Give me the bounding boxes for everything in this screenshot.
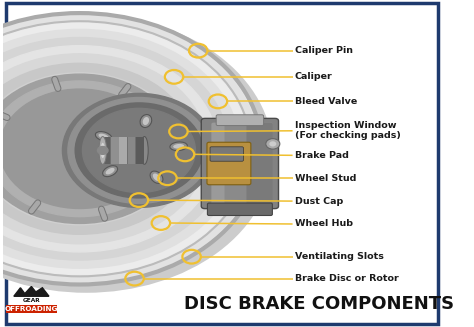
Ellipse shape (95, 131, 112, 141)
FancyBboxPatch shape (246, 123, 273, 204)
Circle shape (0, 38, 229, 260)
Circle shape (75, 103, 203, 198)
Circle shape (0, 29, 240, 268)
FancyBboxPatch shape (225, 123, 273, 204)
Ellipse shape (173, 144, 184, 148)
Circle shape (0, 23, 249, 275)
Circle shape (63, 94, 216, 207)
Polygon shape (14, 286, 49, 296)
FancyBboxPatch shape (211, 123, 273, 204)
Bar (136, 137, 144, 164)
Ellipse shape (143, 117, 149, 125)
Circle shape (0, 54, 207, 244)
FancyBboxPatch shape (208, 203, 273, 215)
Ellipse shape (150, 171, 163, 183)
Text: Bleed Valve: Bleed Valve (295, 97, 357, 106)
Bar (119, 137, 127, 164)
Circle shape (0, 16, 258, 282)
Text: Wheel Hub: Wheel Hub (295, 219, 353, 229)
Ellipse shape (170, 142, 187, 150)
Text: Wheel Stud: Wheel Stud (295, 174, 356, 183)
Ellipse shape (103, 166, 118, 177)
Ellipse shape (141, 137, 148, 164)
Circle shape (0, 63, 194, 234)
Text: GEAR: GEAR (23, 298, 40, 303)
Circle shape (98, 146, 108, 154)
Text: Dust Cap: Dust Cap (295, 197, 343, 206)
Bar (111, 137, 118, 164)
Bar (103, 137, 110, 164)
FancyBboxPatch shape (6, 305, 57, 313)
Text: Caliper: Caliper (295, 72, 332, 81)
Bar (103, 137, 145, 164)
Ellipse shape (140, 114, 152, 128)
FancyBboxPatch shape (207, 142, 251, 185)
Text: Caliper Pin: Caliper Pin (295, 46, 353, 55)
Ellipse shape (99, 134, 109, 139)
Circle shape (0, 13, 262, 284)
Circle shape (266, 139, 280, 149)
Circle shape (68, 97, 210, 203)
Text: OFFROADING: OFFROADING (5, 306, 58, 312)
Text: Inspection Window
(For checking pads): Inspection Window (For checking pads) (295, 121, 401, 141)
Circle shape (0, 74, 180, 223)
Circle shape (0, 89, 160, 209)
Ellipse shape (106, 168, 115, 174)
FancyBboxPatch shape (216, 115, 264, 126)
Text: DISC BRAKE COMPONENTS: DISC BRAKE COMPONENTS (184, 295, 454, 313)
Circle shape (0, 81, 171, 216)
FancyBboxPatch shape (6, 3, 438, 324)
Ellipse shape (100, 143, 105, 158)
Circle shape (269, 141, 276, 146)
Text: Ventilating Slots: Ventilating Slots (295, 252, 383, 261)
Ellipse shape (153, 173, 160, 181)
Text: Brake Disc or Rotor: Brake Disc or Rotor (295, 274, 399, 283)
FancyBboxPatch shape (201, 118, 279, 209)
Ellipse shape (0, 15, 273, 293)
Circle shape (0, 73, 182, 225)
Ellipse shape (99, 137, 107, 164)
Bar (128, 137, 135, 164)
Text: Brake Pad: Brake Pad (295, 151, 349, 160)
Circle shape (0, 46, 218, 252)
FancyBboxPatch shape (210, 147, 244, 161)
Circle shape (82, 108, 195, 193)
